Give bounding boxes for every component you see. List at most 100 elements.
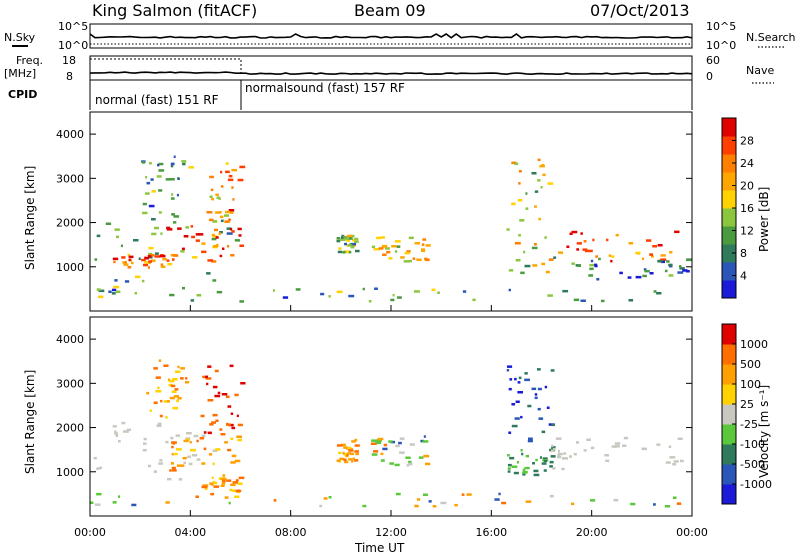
data-cell xyxy=(228,218,231,222)
data-cell xyxy=(148,246,154,250)
data-cell xyxy=(623,436,629,440)
colorbar-tick-label: -100 xyxy=(740,438,765,451)
data-cell xyxy=(606,238,609,242)
data-cell xyxy=(156,424,162,427)
colorbar-cell xyxy=(722,464,736,485)
data-cell xyxy=(112,288,117,292)
data-cell xyxy=(575,441,579,444)
data-cell xyxy=(238,234,242,237)
data-cell xyxy=(511,424,518,428)
data-cell xyxy=(171,213,175,216)
data-cell xyxy=(561,467,565,471)
data-cell xyxy=(674,230,680,234)
data-cell xyxy=(498,492,501,496)
data-cell xyxy=(185,377,188,380)
cpid-label: CPID xyxy=(8,88,37,101)
data-cell xyxy=(176,464,182,467)
y-tick-label: 4000 xyxy=(56,333,84,346)
data-cell xyxy=(425,244,431,247)
data-cell xyxy=(226,245,230,248)
data-cell xyxy=(235,489,242,493)
nsky-tick-low: 10^0 xyxy=(58,39,88,52)
data-cell xyxy=(209,195,213,198)
data-cell xyxy=(342,251,346,254)
data-cell xyxy=(203,447,207,451)
data-cell xyxy=(423,435,426,438)
data-cell xyxy=(350,242,357,246)
data-cell xyxy=(206,272,211,275)
data-cell xyxy=(545,270,550,274)
colorbar-tick-label: 1000 xyxy=(740,338,768,351)
data-cell xyxy=(409,443,415,446)
colorbar-cell xyxy=(722,208,736,227)
data-cell xyxy=(170,436,174,440)
data-cell xyxy=(230,254,235,257)
data-cell xyxy=(148,204,155,208)
data-cell xyxy=(183,235,189,238)
data-cell xyxy=(158,162,164,166)
nsky-label: N.Sky xyxy=(4,31,36,44)
data-cell xyxy=(168,379,175,383)
data-cell xyxy=(534,205,537,208)
data-cell xyxy=(520,449,523,452)
data-cell xyxy=(551,444,554,448)
data-cell xyxy=(207,399,214,402)
data-cell xyxy=(204,487,208,490)
data-cell xyxy=(122,261,127,264)
data-cell xyxy=(196,439,199,443)
data-cell xyxy=(614,442,621,445)
data-cell xyxy=(168,383,173,387)
data-cell xyxy=(368,300,372,303)
data-cell xyxy=(555,437,562,440)
data-cell xyxy=(546,406,550,409)
data-cell xyxy=(176,399,179,403)
data-cell xyxy=(230,228,233,231)
data-cell xyxy=(160,263,164,266)
data-cell xyxy=(237,227,242,231)
data-cell xyxy=(177,397,182,400)
data-cell xyxy=(207,431,212,435)
data-cell xyxy=(212,235,218,238)
data-cell xyxy=(169,396,175,400)
data-cell xyxy=(203,431,207,434)
data-cell xyxy=(428,500,432,503)
data-cell xyxy=(355,249,360,253)
data-cell xyxy=(114,279,118,282)
data-cell xyxy=(172,254,179,257)
data-cell xyxy=(151,218,156,221)
data-cell xyxy=(214,369,219,373)
data-cell xyxy=(665,461,671,464)
data-cell xyxy=(185,226,189,229)
data-cell xyxy=(533,243,537,246)
data-cell xyxy=(169,293,175,297)
data-cell xyxy=(537,179,541,182)
data-cell xyxy=(96,467,100,470)
data-cell xyxy=(209,175,214,179)
data-cell xyxy=(562,457,568,460)
data-cell xyxy=(592,238,595,242)
data-cell xyxy=(219,428,223,431)
data-cell xyxy=(237,438,242,442)
data-cell xyxy=(154,252,159,255)
colorbar-tick-label: 4 xyxy=(740,270,747,283)
data-cell xyxy=(668,263,673,267)
data-cell xyxy=(201,485,208,489)
data-cell xyxy=(188,462,193,466)
data-cell xyxy=(208,453,213,456)
data-cell xyxy=(515,259,521,262)
data-cell xyxy=(207,259,214,262)
data-cell xyxy=(339,457,345,461)
y-tick-label: 1000 xyxy=(56,466,84,479)
freq-panel: Freq. [MHz] 18 8 60 0 Nave xyxy=(4,54,774,84)
data-cell xyxy=(338,451,342,455)
colorbar-cell xyxy=(722,404,736,425)
data-cell xyxy=(539,456,542,459)
data-cell xyxy=(209,423,214,426)
data-cell xyxy=(214,394,221,398)
data-cell xyxy=(353,237,359,241)
data-cell xyxy=(175,448,182,451)
y-tick-label: 2000 xyxy=(56,217,84,230)
data-cell xyxy=(380,459,385,462)
data-cell xyxy=(604,454,609,457)
data-cell xyxy=(229,364,234,368)
